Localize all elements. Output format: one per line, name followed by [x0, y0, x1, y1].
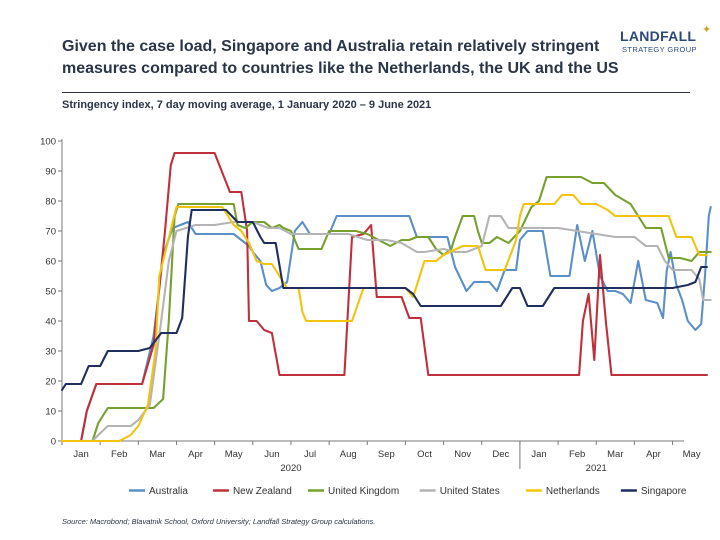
- logo-name: LANDFALL: [620, 28, 697, 44]
- logo-tagline: STRATEGY GROUP: [622, 45, 697, 54]
- x-tick-label: Mar: [607, 449, 623, 460]
- x-tick-label: Aug: [340, 449, 357, 460]
- series-line-united-states: [60, 214, 712, 443]
- x-tick-label: Dec: [492, 449, 509, 460]
- x-tick-label: Jun: [264, 449, 279, 460]
- legend-label: United Kingdom: [328, 486, 399, 497]
- y-tick-label: 100: [40, 137, 56, 148]
- year-label: 2020: [280, 463, 301, 474]
- y-tick-label: 0: [51, 437, 56, 448]
- x-tick-label: Jan: [531, 449, 546, 460]
- x-tick-label: May: [683, 449, 701, 460]
- y-tick-label: 50: [45, 287, 56, 298]
- x-tick-label: Jul: [304, 449, 316, 460]
- header-divider: [62, 92, 690, 93]
- x-tick-label: Apr: [646, 449, 661, 460]
- x-tick-label: Apr: [188, 449, 203, 460]
- x-tick-label: Feb: [569, 449, 585, 460]
- series-line-new-zealand: [60, 151, 708, 443]
- y-tick-label: 20: [45, 377, 56, 388]
- y-tick-label: 10: [45, 407, 56, 418]
- y-tick-label: 70: [45, 227, 56, 238]
- x-tick-label: Nov: [454, 449, 471, 460]
- legend-label: Australia: [149, 486, 188, 497]
- y-tick-label: 90: [45, 167, 56, 178]
- legend-label: Singapore: [641, 486, 687, 497]
- series-line-australia: [60, 205, 712, 443]
- x-tick-label: May: [225, 449, 243, 460]
- series-line-united-kingdom: [60, 175, 712, 443]
- x-tick-label: Oct: [417, 449, 432, 460]
- y-tick-label: 40: [45, 317, 56, 328]
- x-tick-label: Mar: [149, 449, 165, 460]
- source-note: Source: Macrobond; Blavatnik School, Oxf…: [62, 517, 376, 526]
- y-tick-label: 60: [45, 257, 56, 268]
- landfall-logo: LANDFALL STRATEGY GROUP ✦: [612, 22, 712, 62]
- legend-label: New Zealand: [233, 486, 292, 497]
- year-label: 2021: [586, 463, 607, 474]
- x-tick-label: Sep: [378, 449, 395, 460]
- x-tick-label: Jan: [73, 449, 88, 460]
- series-line-singapore: [60, 208, 708, 392]
- y-tick-label: 30: [45, 347, 56, 358]
- chart-subtitle: Stringency index, 7 day moving average, …: [62, 99, 432, 111]
- chart-title: Given the case load, Singapore and Austr…: [62, 38, 619, 77]
- legend-label: United States: [440, 486, 500, 497]
- legend-label: Netherlands: [546, 486, 600, 497]
- y-tick-label: 80: [45, 197, 56, 208]
- logo-star-icon: ✦: [702, 24, 712, 36]
- x-tick-label: Feb: [111, 449, 127, 460]
